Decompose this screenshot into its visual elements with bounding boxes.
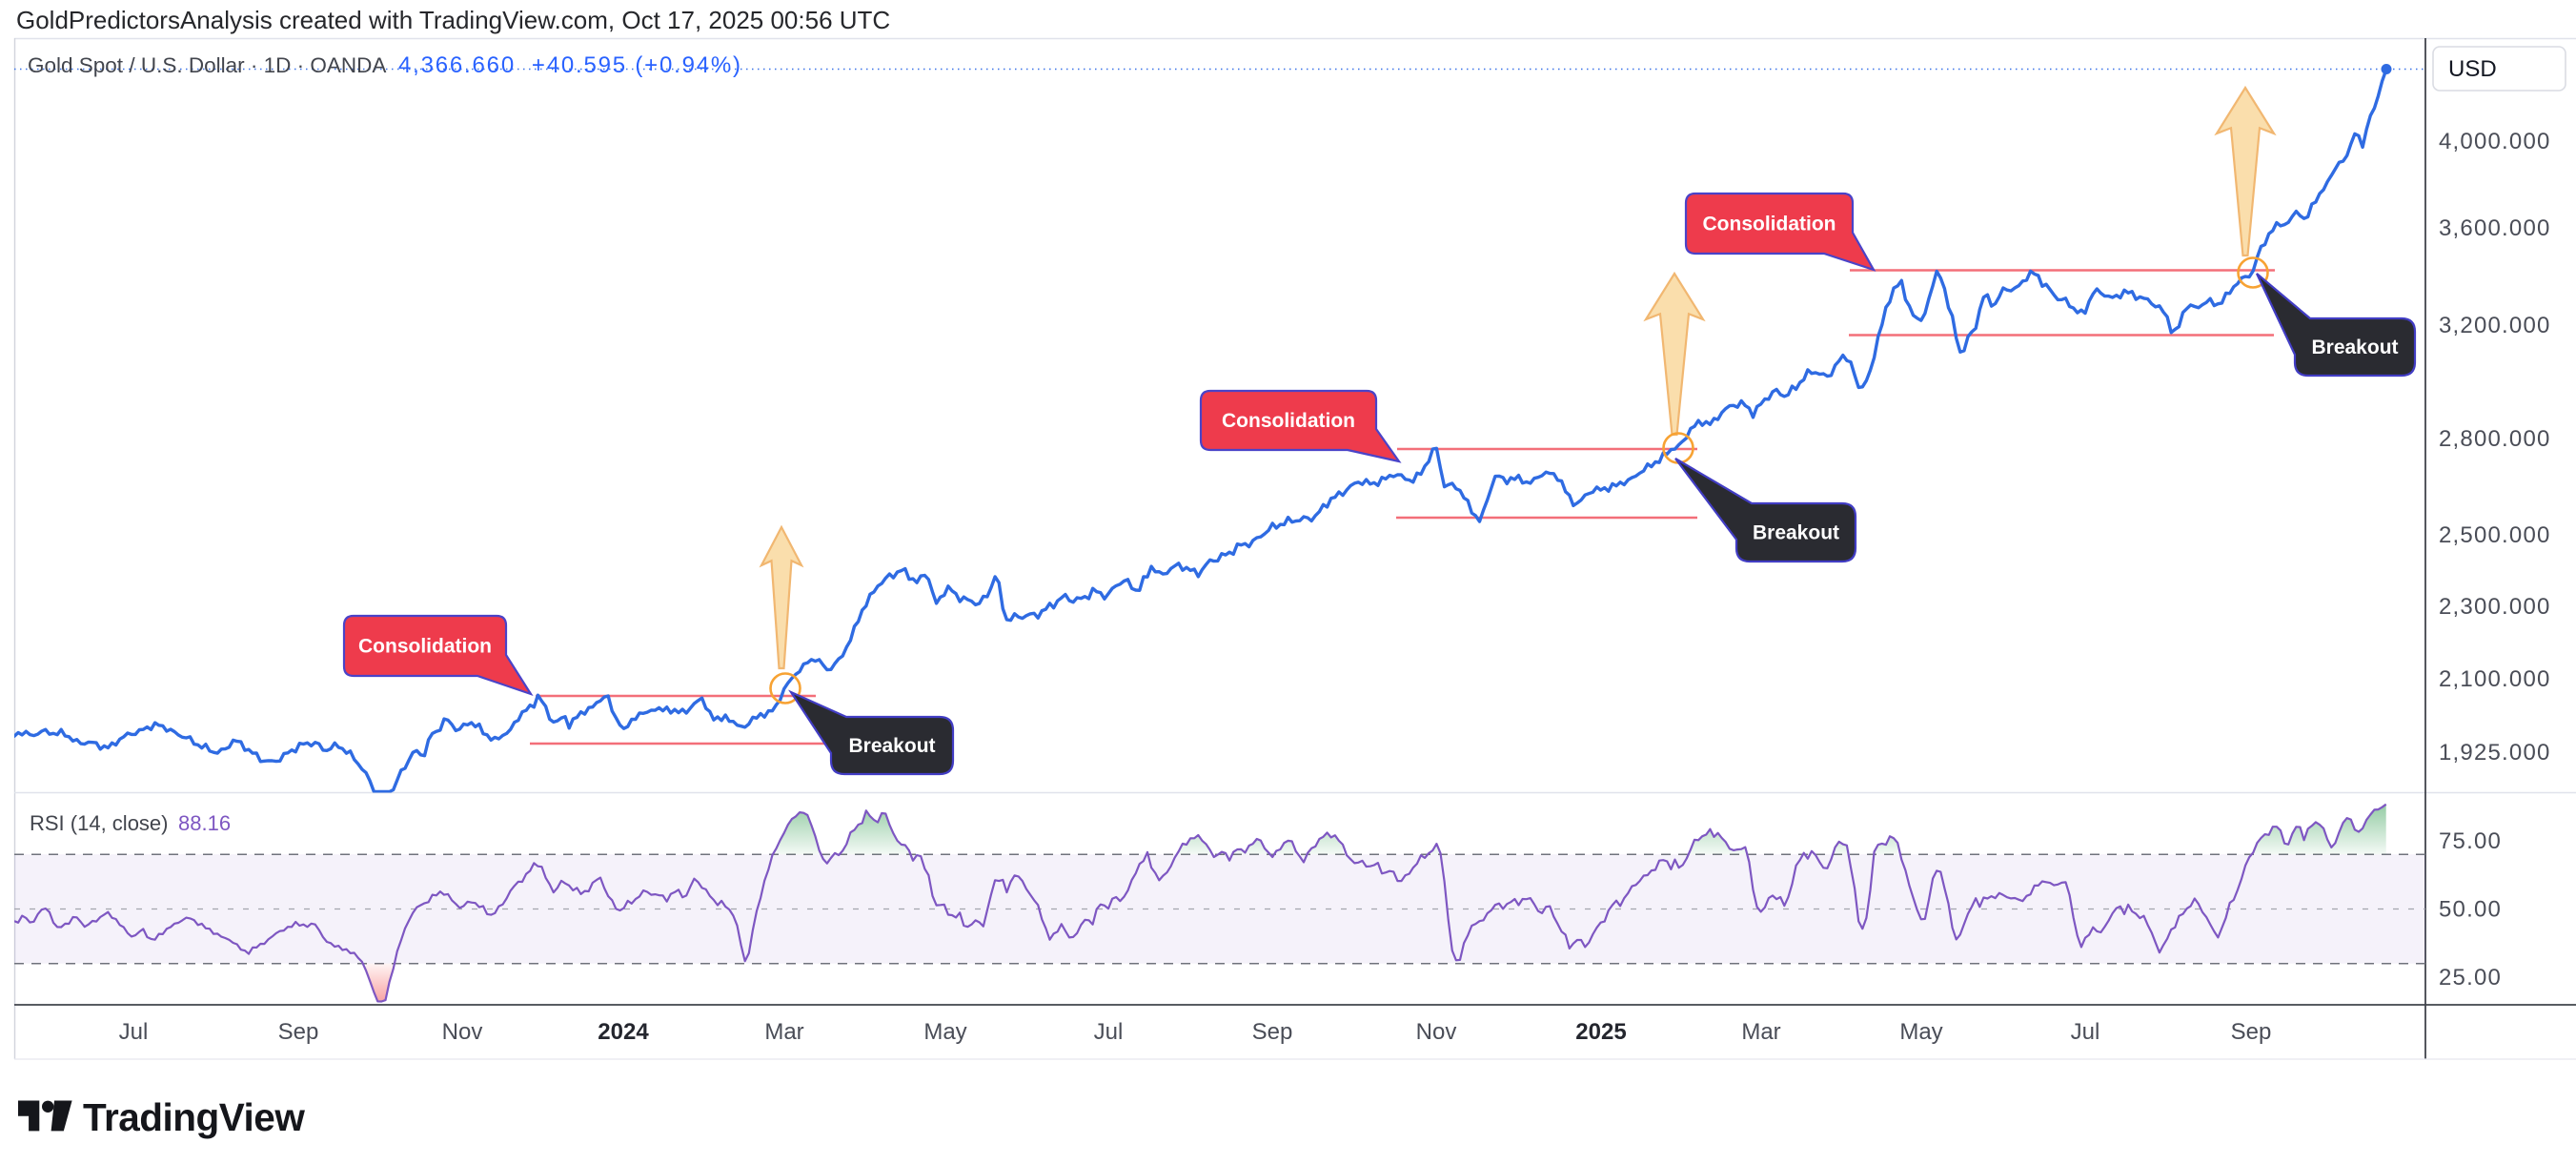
- svg-text:USD: USD: [2448, 56, 2497, 82]
- svg-text:GoldPredictorsAnalysis created: GoldPredictorsAnalysis created with Trad…: [16, 6, 890, 34]
- svg-text:Nov: Nov: [442, 1019, 483, 1045]
- svg-text:50.00: 50.00: [2439, 897, 2502, 923]
- svg-text:2,500.000: 2,500.000: [2439, 522, 2551, 548]
- svg-text:3,600.000: 3,600.000: [2439, 215, 2551, 241]
- svg-text:Nov: Nov: [1416, 1019, 1457, 1045]
- svg-text:2025: 2025: [1575, 1019, 1626, 1045]
- svg-text:Jul: Jul: [119, 1019, 149, 1045]
- svg-text:1,925.000: 1,925.000: [2439, 740, 2551, 766]
- svg-text:2,100.000: 2,100.000: [2439, 666, 2551, 692]
- svg-text:Consolidation: Consolidation: [358, 636, 492, 658]
- svg-text:3,200.000: 3,200.000: [2439, 313, 2551, 338]
- svg-text:4,000.000: 4,000.000: [2439, 129, 2551, 154]
- svg-text:2,800.000: 2,800.000: [2439, 426, 2551, 452]
- svg-text:Jul: Jul: [2071, 1019, 2100, 1045]
- svg-text:Sep: Sep: [2231, 1019, 2272, 1045]
- svg-text:Consolidation: Consolidation: [1222, 410, 1355, 432]
- svg-text:Mar: Mar: [1741, 1019, 1780, 1045]
- svg-text:2,300.000: 2,300.000: [2439, 594, 2551, 620]
- svg-text:Mar: Mar: [764, 1019, 803, 1045]
- svg-text:4,366.660 +40.595 (+0.94%): 4,366.660 +40.595 (+0.94%): [398, 52, 742, 78]
- svg-text:25.00: 25.00: [2439, 965, 2502, 990]
- svg-text:88.16: 88.16: [178, 811, 231, 835]
- svg-text:Breakout: Breakout: [848, 735, 935, 757]
- svg-text:75.00: 75.00: [2439, 828, 2502, 854]
- svg-text:TradingView: TradingView: [83, 1095, 305, 1139]
- svg-text:RSI (14, close): RSI (14, close): [30, 811, 169, 835]
- svg-text:Gold Spot / U.S. Dollar · 1D ·: Gold Spot / U.S. Dollar · 1D · OANDA: [28, 53, 386, 77]
- svg-text:Breakout: Breakout: [1753, 522, 1839, 544]
- svg-text:Jul: Jul: [1094, 1019, 1124, 1045]
- svg-text:2024: 2024: [598, 1019, 649, 1045]
- svg-text:May: May: [923, 1019, 966, 1045]
- svg-text:Breakout: Breakout: [2311, 337, 2398, 358]
- svg-text:May: May: [1899, 1019, 1942, 1045]
- svg-text:Sep: Sep: [1252, 1019, 1293, 1045]
- svg-text:Consolidation: Consolidation: [1703, 214, 1836, 235]
- svg-text:Sep: Sep: [278, 1019, 319, 1045]
